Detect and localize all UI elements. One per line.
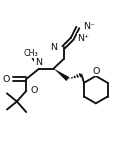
Text: N⁻: N⁻ <box>83 22 95 31</box>
Text: N: N <box>50 43 57 52</box>
Text: O: O <box>93 66 100 76</box>
Text: CH₃: CH₃ <box>24 49 39 58</box>
Text: O: O <box>31 86 38 95</box>
Text: N⁺: N⁺ <box>77 34 89 43</box>
Text: O: O <box>2 75 10 84</box>
Polygon shape <box>54 69 69 81</box>
Text: N: N <box>35 58 42 67</box>
